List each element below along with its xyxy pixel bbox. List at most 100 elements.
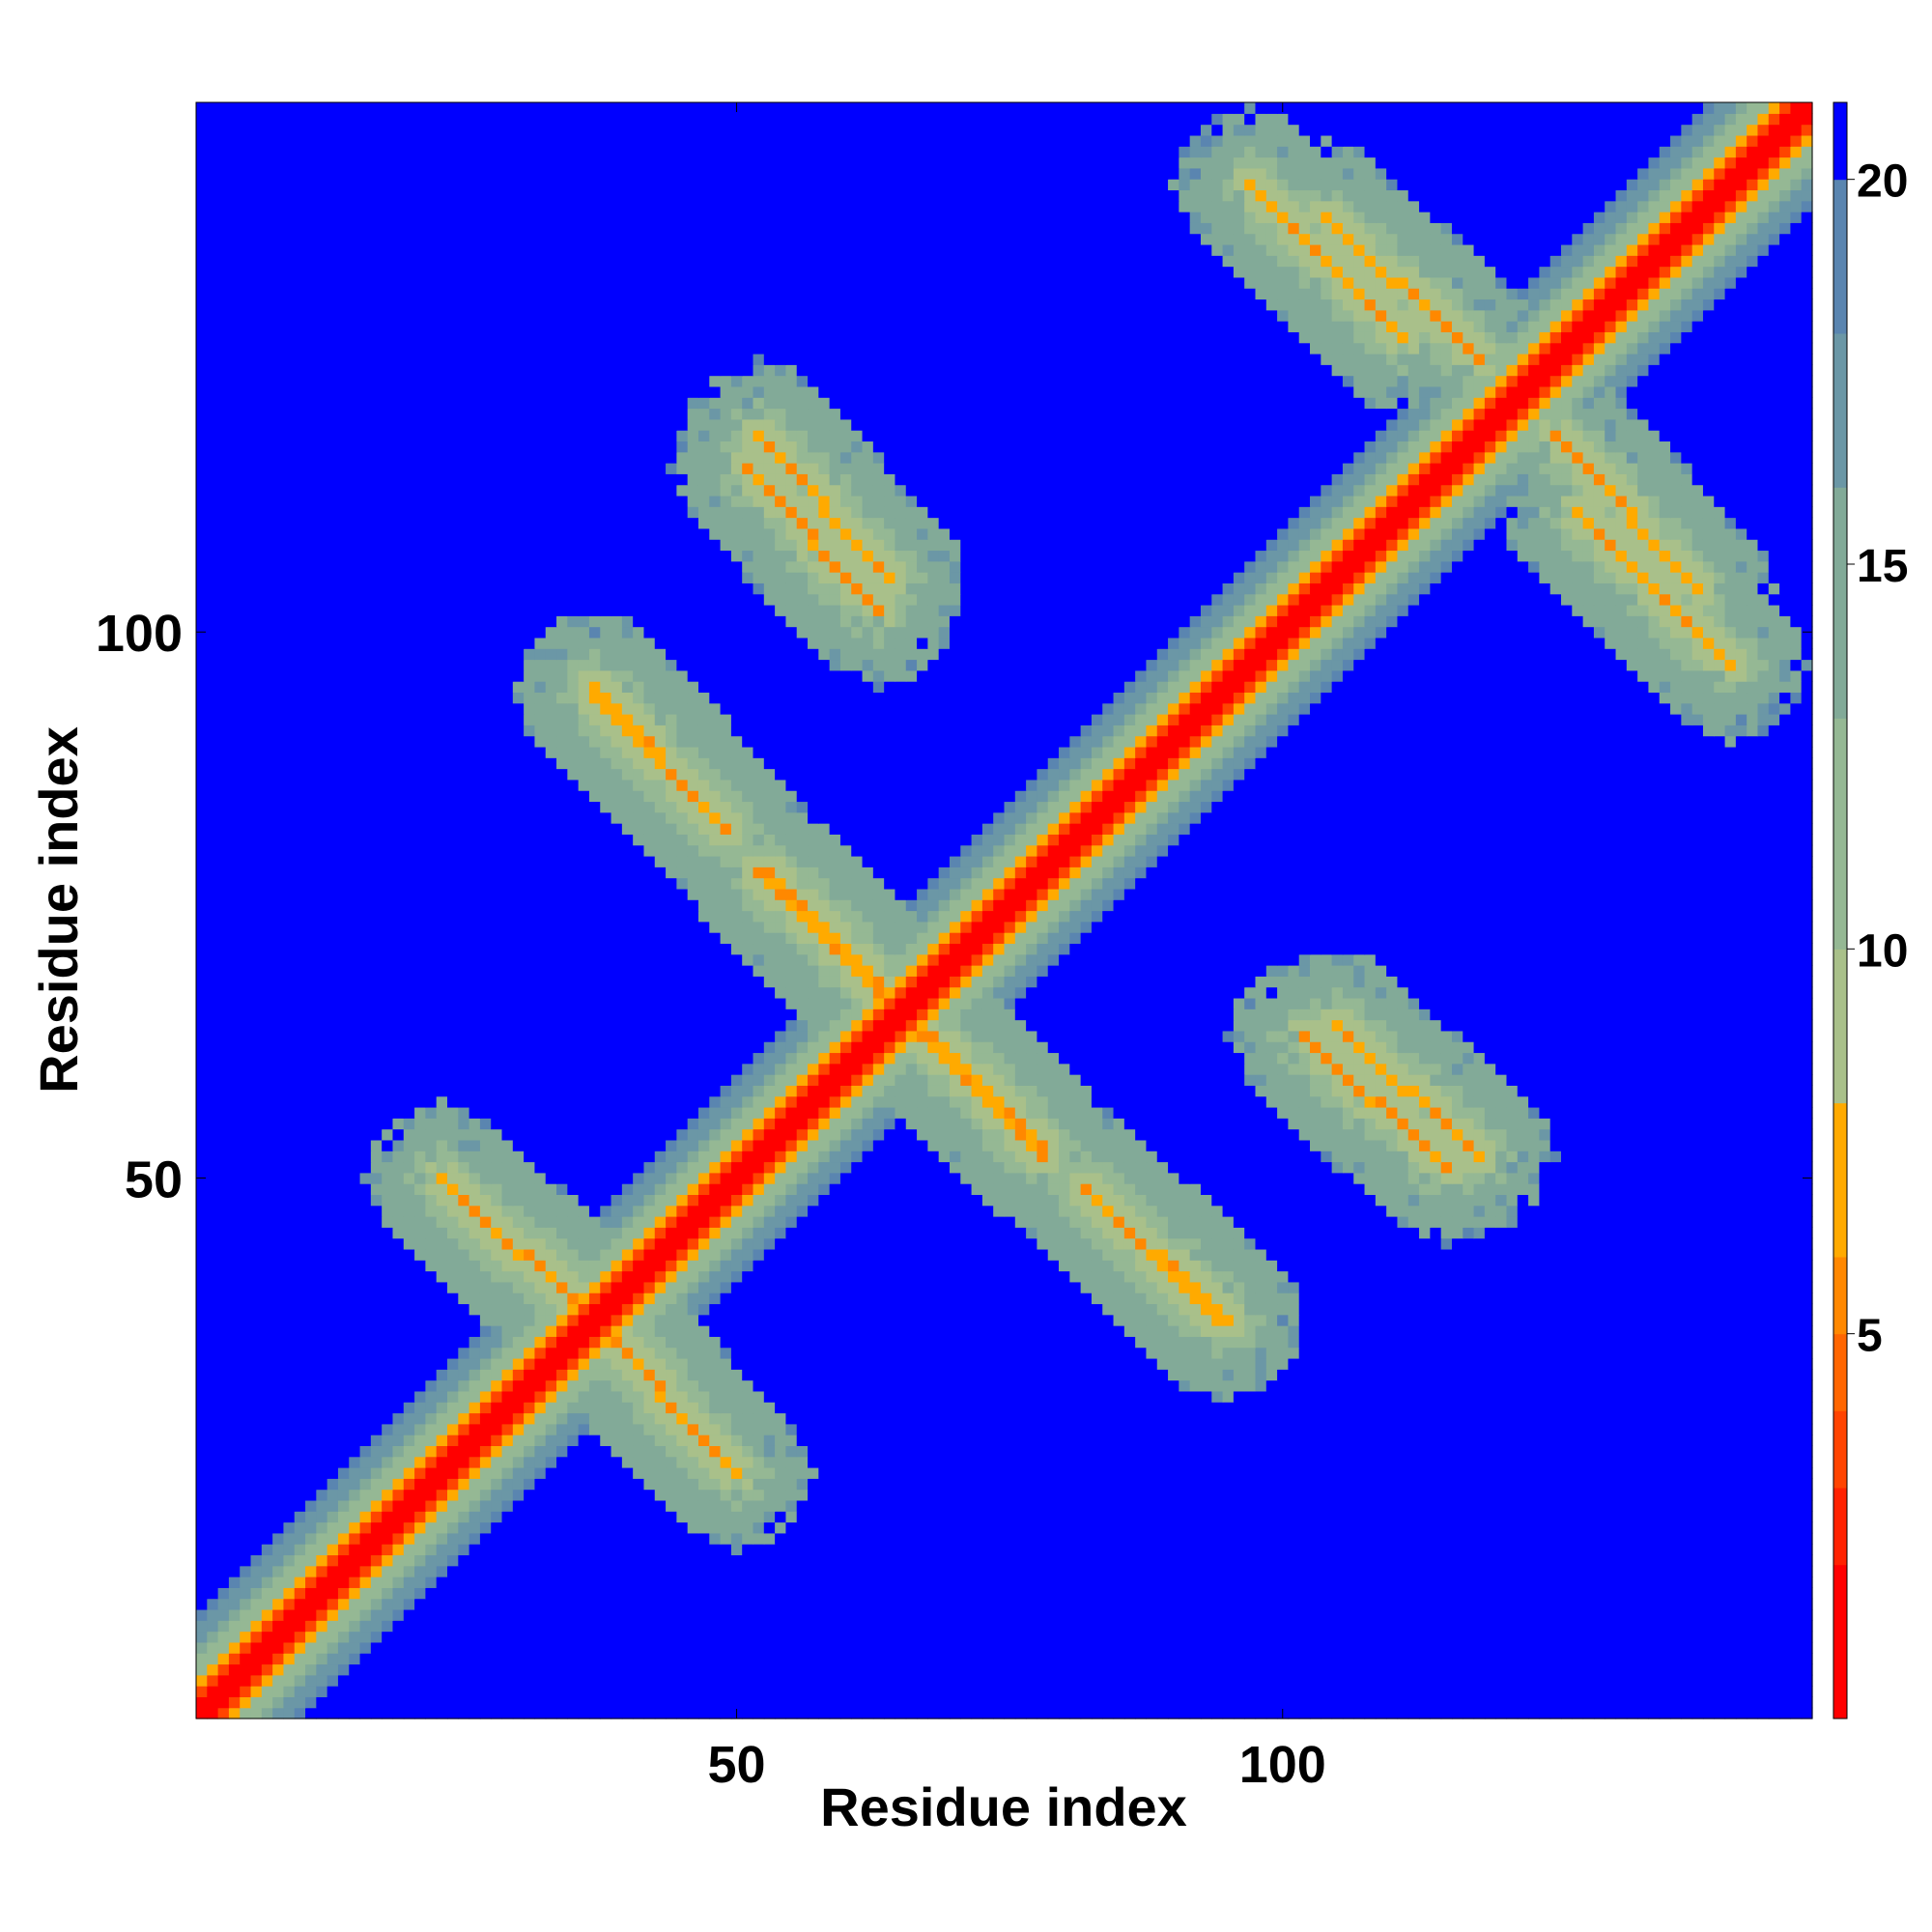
heatmap-cell xyxy=(1615,1489,1628,1501)
heatmap-cell xyxy=(1004,1499,1016,1512)
heatmap-cell xyxy=(370,1499,383,1512)
heatmap-cell xyxy=(1463,1357,1475,1370)
heatmap-cell xyxy=(1539,1641,1551,1654)
heatmap-cell xyxy=(654,1390,667,1403)
heatmap-cell xyxy=(1561,1608,1573,1621)
heatmap-cell xyxy=(556,1663,568,1676)
heatmap-cell xyxy=(1146,1478,1158,1491)
heatmap-cell xyxy=(316,1369,328,1381)
heatmap-cell xyxy=(742,1544,754,1556)
heatmap-cell xyxy=(491,1369,503,1381)
heatmap-cell xyxy=(1375,1379,1387,1392)
heatmap-cell xyxy=(316,1456,328,1468)
heatmap-cell xyxy=(993,1641,1006,1654)
heatmap-cell xyxy=(600,1641,612,1654)
heatmap-cell xyxy=(479,1696,492,1709)
heatmap-cell xyxy=(1768,1390,1780,1403)
heatmap-cell xyxy=(588,1653,601,1665)
heatmap-cell xyxy=(1255,1674,1267,1687)
heatmap-cell xyxy=(283,1608,296,1621)
heatmap-cell xyxy=(1386,1511,1399,1523)
heatmap-cell xyxy=(469,1412,481,1425)
heatmap-cell xyxy=(1626,1402,1638,1414)
heatmap-cell xyxy=(753,1379,765,1392)
heatmap-cell xyxy=(1626,1467,1638,1479)
heatmap-cell xyxy=(1747,1598,1759,1610)
heatmap-cell xyxy=(1659,1489,1671,1501)
heatmap-cell xyxy=(829,1347,841,1359)
heatmap-cell xyxy=(818,1347,831,1359)
heatmap-cell xyxy=(808,1489,819,1501)
heatmap-cell xyxy=(196,1445,208,1458)
heatmap-cell xyxy=(414,1511,426,1523)
heatmap-cell xyxy=(1484,1435,1496,1446)
heatmap-cell xyxy=(938,1511,951,1523)
heatmap-cell xyxy=(1473,1402,1486,1414)
heatmap-cell xyxy=(993,1499,1006,1512)
heatmap-cell xyxy=(927,1653,940,1665)
heatmap-cell xyxy=(1014,1445,1027,1458)
heatmap-cell xyxy=(240,1608,252,1621)
heatmap-cell xyxy=(1310,1478,1321,1491)
heatmap-cell xyxy=(1702,1369,1715,1381)
heatmap-cell xyxy=(1702,1631,1715,1643)
heatmap-cell xyxy=(1648,1608,1661,1621)
heatmap-cell xyxy=(1648,1577,1661,1588)
heatmap-cell xyxy=(1059,1620,1070,1633)
heatmap-cell xyxy=(250,1412,263,1425)
heatmap-cell xyxy=(1506,1390,1519,1403)
heatmap-cell xyxy=(895,1554,907,1567)
heatmap-cell xyxy=(895,1402,907,1414)
heatmap-cell xyxy=(1735,1511,1747,1523)
heatmap-cell xyxy=(1222,1587,1235,1600)
heatmap-cell xyxy=(1528,1554,1540,1567)
heatmap-cell xyxy=(971,1445,983,1458)
heatmap-cell xyxy=(1735,1707,1747,1719)
heatmap-cell xyxy=(1724,1467,1737,1479)
heatmap-cell xyxy=(1648,1456,1661,1468)
heatmap-cell xyxy=(436,1489,448,1501)
heatmap-cell xyxy=(1037,1608,1049,1621)
heatmap-cell xyxy=(1277,1511,1289,1523)
heatmap-cell xyxy=(1681,1707,1693,1719)
heatmap-cell xyxy=(217,1347,230,1359)
heatmap-cell xyxy=(283,1511,296,1523)
heatmap-cell xyxy=(1702,1478,1715,1491)
heatmap-cell xyxy=(567,1435,580,1446)
heatmap-cell xyxy=(829,1357,841,1370)
heatmap-cell xyxy=(1430,1357,1442,1370)
heatmap-cell xyxy=(305,1402,317,1414)
heatmap-cell xyxy=(1463,1445,1475,1458)
heatmap-cell xyxy=(1561,1641,1573,1654)
heatmap-cell xyxy=(818,1445,831,1458)
heatmap-cell xyxy=(501,1707,514,1719)
heatmap-cell xyxy=(567,1499,580,1512)
heatmap-cell xyxy=(1342,1620,1354,1633)
heatmap-cell xyxy=(1189,1456,1202,1468)
heatmap-cell xyxy=(1407,1686,1420,1697)
heatmap-cell xyxy=(851,1663,864,1676)
heatmap-cell xyxy=(1397,1445,1409,1458)
heatmap-cell xyxy=(938,1653,951,1665)
heatmap-cell xyxy=(1364,1696,1377,1709)
heatmap-cell xyxy=(1473,1631,1486,1643)
heatmap-cell xyxy=(512,1641,525,1654)
heatmap-cell xyxy=(1463,1467,1475,1479)
heatmap-cell xyxy=(1233,1577,1245,1588)
heatmap-cell xyxy=(1735,1544,1747,1556)
heatmap-cell xyxy=(1321,1478,1333,1491)
heatmap-cell xyxy=(1582,1565,1595,1577)
heatmap-cell xyxy=(1790,1598,1803,1610)
heatmap-cell xyxy=(1582,1663,1595,1676)
heatmap-cell xyxy=(1091,1347,1103,1359)
heatmap-cell xyxy=(1102,1674,1115,1687)
heatmap-cell xyxy=(316,1499,328,1512)
heatmap-cell xyxy=(524,1620,536,1633)
heatmap-cell xyxy=(1790,1544,1803,1556)
heatmap-cell xyxy=(1200,1663,1212,1676)
heatmap-cell xyxy=(1123,1521,1136,1534)
heatmap-cell xyxy=(1014,1478,1027,1491)
heatmap-cell xyxy=(633,1499,645,1512)
heatmap-cell xyxy=(927,1620,940,1633)
heatmap-cell xyxy=(1473,1445,1486,1458)
